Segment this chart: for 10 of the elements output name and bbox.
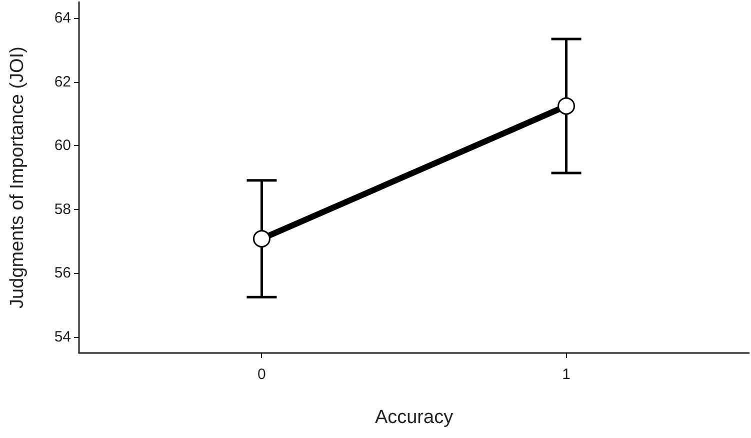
y-axis-title: Judgments of Importance (JOI) — [7, 46, 28, 308]
y-tick-label: 64 — [54, 9, 71, 26]
y-tick-label: 60 — [54, 137, 71, 154]
x-tick-label: 1 — [562, 366, 570, 383]
y-tick-label: 54 — [54, 328, 71, 346]
x-tick-label: 0 — [258, 366, 266, 383]
y-tick-label: 56 — [54, 264, 71, 282]
y-tick-label: 58 — [54, 200, 71, 218]
x-axis-title: Accuracy — [374, 407, 454, 428]
y-tick-label: 62 — [54, 73, 71, 90]
